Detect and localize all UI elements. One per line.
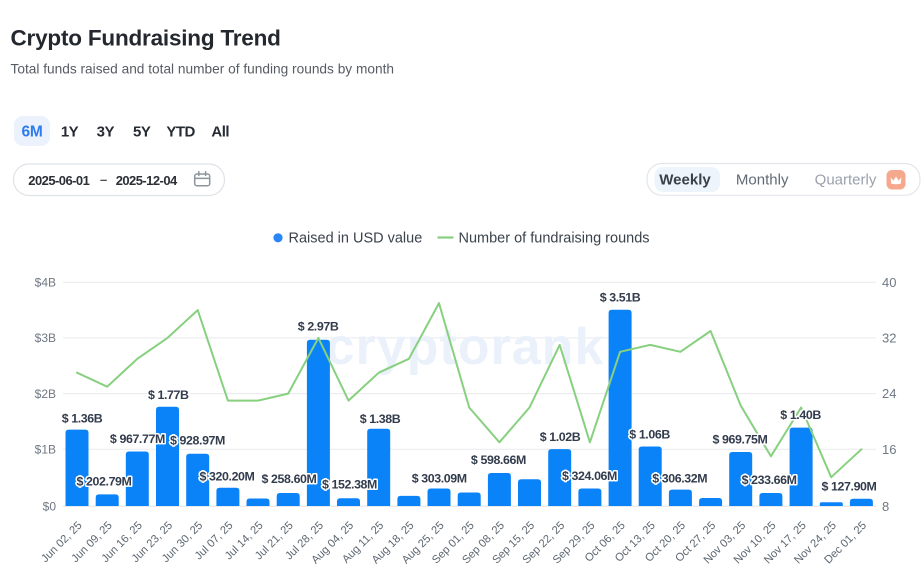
svg-text:5Y: 5Y	[133, 124, 151, 141]
svg-text:$ 324.06M: $ 324.06M	[562, 469, 617, 483]
svg-text:$ 1.06B: $ 1.06B	[629, 427, 670, 441]
svg-text:$ 967.77M: $ 967.77M	[110, 432, 165, 446]
svg-text:$4B: $4B	[35, 275, 56, 289]
svg-text:$ 3.51B: $ 3.51B	[600, 291, 641, 305]
svg-text:$1B: $1B	[35, 443, 56, 457]
svg-text:$ 127.90M: $ 127.90M	[822, 479, 877, 493]
svg-text:32: 32	[882, 331, 896, 346]
svg-text:3Y: 3Y	[97, 124, 115, 141]
svg-text:$0: $0	[43, 499, 57, 513]
svg-text:$ 1.38B: $ 1.38B	[360, 412, 401, 426]
svg-text:$ 1.77B: $ 1.77B	[148, 388, 189, 402]
svg-text:2025-06-01: 2025-06-01	[28, 173, 89, 188]
svg-text:2025-12-04: 2025-12-04	[116, 173, 178, 188]
svg-text:Number of fundraising rounds: Number of fundraising rounds	[459, 231, 650, 247]
svg-text:Monthly: Monthly	[736, 172, 789, 189]
svg-text:YTD: YTD	[166, 124, 195, 141]
svg-text:8: 8	[882, 499, 889, 514]
svg-text:$ 1.02B: $ 1.02B	[540, 430, 581, 444]
svg-text:24: 24	[882, 386, 896, 401]
svg-text:$ 1.36B: $ 1.36B	[62, 412, 103, 426]
svg-text:–: –	[100, 172, 107, 187]
svg-text:$ 320.20M: $ 320.20M	[200, 469, 255, 483]
svg-text:cryptorank: cryptorank	[326, 318, 605, 376]
svg-text:Crypto Fundraising Trend: Crypto Fundraising Trend	[11, 25, 281, 50]
svg-text:$ 306.32M: $ 306.32M	[652, 471, 707, 485]
svg-text:Total funds raised and total n: Total funds raised and total number of f…	[11, 61, 395, 76]
svg-text:40: 40	[882, 275, 896, 290]
svg-text:All: All	[211, 124, 229, 141]
svg-text:$ 152.38M: $ 152.38M	[322, 477, 377, 491]
svg-text:1Y: 1Y	[61, 124, 79, 141]
svg-text:Raised in USD value: Raised in USD value	[289, 231, 423, 247]
svg-text:$ 258.60M: $ 258.60M	[262, 472, 317, 486]
svg-text:$ 928.97M: $ 928.97M	[170, 433, 225, 447]
svg-text:$ 233.66M: $ 233.66M	[742, 473, 797, 487]
svg-text:$ 303.09M: $ 303.09M	[412, 471, 467, 485]
svg-text:$3B: $3B	[35, 331, 56, 345]
svg-text:Quarterly: Quarterly	[815, 172, 877, 189]
svg-text:16: 16	[882, 442, 896, 457]
svg-text:$ 598.66M: $ 598.66M	[471, 453, 526, 467]
svg-text:$ 202.79M: $ 202.79M	[77, 475, 132, 489]
svg-text:$ 969.75M: $ 969.75M	[713, 433, 768, 447]
svg-text:Weekly: Weekly	[659, 172, 711, 189]
svg-text:$ 2.97B: $ 2.97B	[298, 320, 339, 334]
svg-text:$ 1.40B: $ 1.40B	[780, 408, 821, 422]
svg-text:$2B: $2B	[35, 387, 56, 401]
svg-text:6M: 6M	[22, 124, 43, 141]
